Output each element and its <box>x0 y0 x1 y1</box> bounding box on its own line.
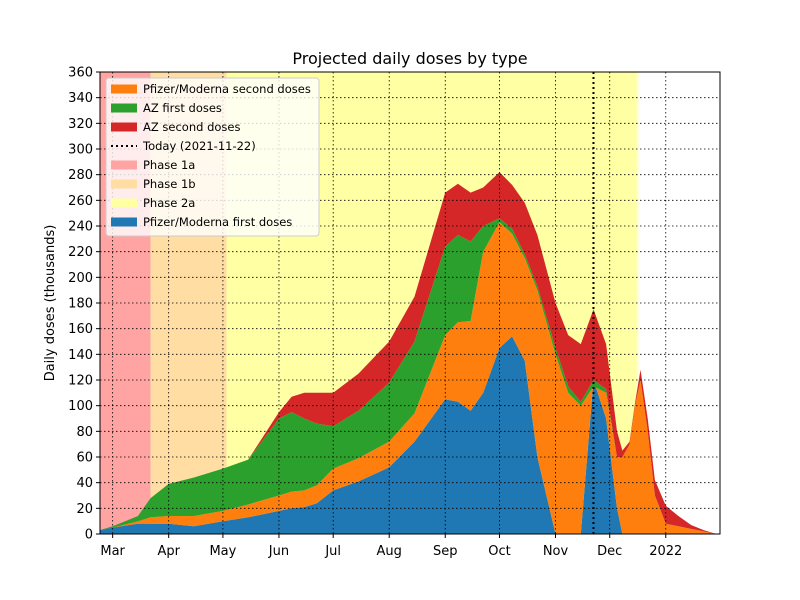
x-tick-label: Mar <box>100 544 125 559</box>
x-tick-label: Oct <box>488 544 510 559</box>
legend-label: Pfizer/Moderna first doses <box>143 215 292 229</box>
chart-title: Projected daily doses by type <box>292 49 527 68</box>
x-tick-label: Aug <box>377 544 402 559</box>
legend-swatch <box>111 122 137 132</box>
y-tick-label: 200 <box>68 271 93 286</box>
y-tick-label: 240 <box>68 220 93 235</box>
y-tick-label: 160 <box>68 322 93 337</box>
y-tick-label: 320 <box>68 117 93 132</box>
y-axis-title: Daily doses (thousands) <box>43 225 58 382</box>
y-tick-label: 260 <box>68 194 93 209</box>
legend-label: Phase 2a <box>143 196 195 210</box>
legend: Pfizer/Moderna second doses AZ first dose… <box>105 77 320 237</box>
y-tick-label: 0 <box>85 528 93 543</box>
y-tick-label: 280 <box>68 168 93 183</box>
legend-swatch <box>111 198 137 208</box>
legend-label: Phase 1b <box>143 177 196 191</box>
legend-swatch <box>111 217 137 227</box>
y-tick-label: 100 <box>68 399 93 414</box>
legend-swatch <box>111 84 137 94</box>
legend-box <box>105 77 320 237</box>
area-series-1 <box>100 336 717 534</box>
y-tick-label: 300 <box>68 143 93 158</box>
legend-swatch <box>111 103 137 113</box>
legend-label: AZ second doses <box>143 120 240 134</box>
y-tick-label: 220 <box>68 245 93 260</box>
x-tick-label: Jul <box>324 544 341 559</box>
x-tick-label: 2022 <box>649 544 682 559</box>
y-axis: 0 20 40 60 80 100 120 140 160 180 200 220 240 260 280 3… <box>68 66 100 543</box>
y-tick-label: 140 <box>68 348 93 363</box>
y-tick-label: 20 <box>76 502 93 517</box>
y-tick-label: 120 <box>68 374 93 389</box>
x-axis: Mar Apr May Jun Jul Aug Sep Oct Nov Dec 2022 <box>100 534 682 559</box>
y-tick-label: 340 <box>68 91 93 106</box>
x-tick-label: Apr <box>157 544 180 559</box>
y-tick-label: 360 <box>68 66 93 81</box>
y-tick-label: 180 <box>68 297 93 312</box>
legend-label: Today (2021-11-22) <box>142 139 256 153</box>
area-series-2 <box>100 222 717 534</box>
y-tick-label: 40 <box>76 476 93 491</box>
legend-label: Pfizer/Moderna second doses <box>143 82 311 96</box>
x-tick-label: Nov <box>543 544 569 559</box>
legend-swatch <box>111 160 137 170</box>
phase-band-fade <box>635 72 641 534</box>
x-tick-label: Dec <box>597 544 622 559</box>
grid-lines <box>100 72 720 534</box>
y-tick-label: 80 <box>76 425 93 440</box>
legend-label: AZ first doses <box>143 101 222 115</box>
legend-label: Phase 1a <box>143 158 195 172</box>
y-tick-label: 60 <box>76 451 93 466</box>
x-tick-label: Sep <box>433 544 458 559</box>
area-series-3 <box>100 218 717 534</box>
x-tick-label: May <box>209 544 236 559</box>
legend-swatch <box>111 179 137 189</box>
x-tick-label: Jun <box>268 544 289 559</box>
